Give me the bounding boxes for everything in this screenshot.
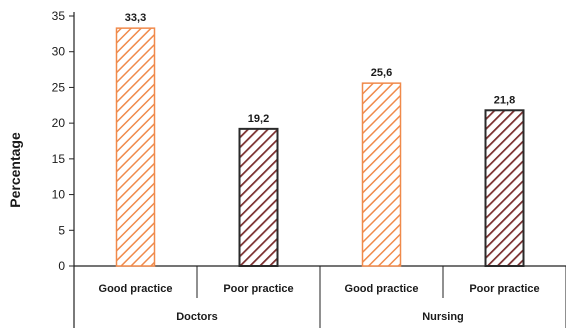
- y-tick-label: 0: [58, 259, 65, 273]
- y-tick-label: 30: [52, 45, 66, 59]
- bar: [484, 109, 525, 267]
- bar: [238, 127, 279, 267]
- group-label: Doctors: [176, 311, 218, 323]
- category-label: Poor practice: [223, 283, 293, 295]
- y-tick-label: 25: [52, 80, 66, 94]
- data-label: 21,8: [494, 94, 515, 106]
- y-tick-label: 15: [52, 152, 66, 166]
- data-label: 25,6: [371, 67, 392, 79]
- category-label: Good practice: [345, 283, 419, 295]
- group-label: Nursing: [422, 311, 464, 323]
- data-label: 19,2: [248, 113, 269, 125]
- y-axis-title: Percentage: [7, 132, 23, 208]
- bar: [115, 27, 156, 267]
- y-tick-label: 20: [52, 116, 66, 130]
- plot-area: 0 5 10 15 20 25 30 35 Doctors Nursing 33,3 Good pra…: [52, 9, 566, 328]
- category-label: Poor practice: [469, 283, 539, 295]
- data-label: 33,3: [125, 12, 146, 24]
- y-tick-label: 35: [52, 9, 66, 23]
- y-tick-label: 5: [58, 223, 65, 237]
- bar: [361, 82, 402, 267]
- y-tick-label: 10: [52, 188, 66, 202]
- category-label: Good practice: [99, 283, 173, 295]
